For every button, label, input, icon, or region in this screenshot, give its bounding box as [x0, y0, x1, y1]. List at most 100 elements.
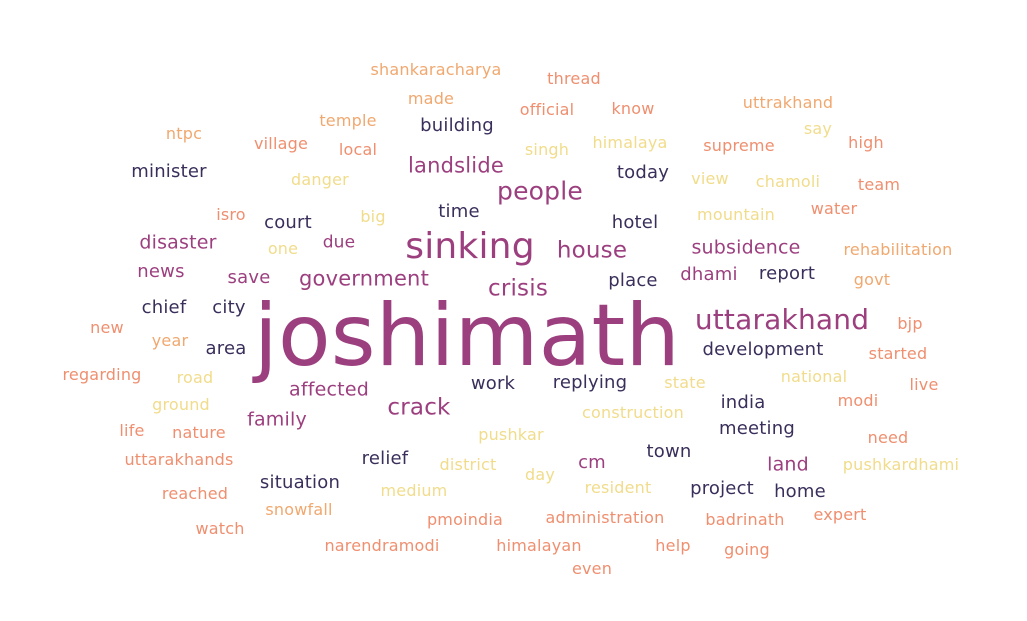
word: ground — [152, 395, 210, 414]
word: building — [420, 115, 494, 136]
word: temple — [319, 111, 377, 130]
word: sinking — [405, 226, 535, 267]
word: life — [119, 421, 145, 440]
word: snowfall — [265, 500, 333, 519]
word: land — [767, 453, 809, 476]
word: started — [868, 344, 928, 363]
word: report — [758, 263, 816, 284]
word: government — [298, 266, 430, 291]
word: subsidence — [691, 236, 801, 259]
word: pushkar — [478, 425, 544, 444]
word: thread — [547, 69, 601, 88]
word: day — [524, 465, 556, 484]
word: ntpc — [165, 124, 203, 143]
word: regarding — [62, 365, 142, 384]
word: project — [690, 478, 754, 499]
word: disaster — [139, 231, 217, 254]
word: save — [227, 267, 271, 288]
word: going — [724, 540, 770, 559]
word: due — [322, 232, 356, 253]
word: district — [439, 455, 497, 474]
word: village — [253, 134, 309, 153]
word: resident — [584, 478, 652, 497]
word: himalayan — [496, 536, 582, 555]
word: family — [247, 408, 307, 431]
word: reached — [161, 484, 229, 503]
word: national — [780, 367, 848, 386]
word: area — [205, 338, 247, 359]
word: hotel — [611, 212, 659, 233]
word: high — [848, 133, 884, 152]
word: chamoli — [755, 172, 821, 191]
word: narendramodi — [324, 536, 440, 555]
word: supreme — [703, 136, 775, 155]
word: nature — [172, 423, 226, 442]
word: place — [608, 270, 658, 291]
word: road — [176, 368, 214, 387]
word: relief — [361, 448, 409, 469]
word: dhami — [680, 264, 738, 285]
word: local — [338, 140, 378, 159]
word: india — [720, 392, 766, 413]
word: big — [360, 207, 386, 226]
word: help — [655, 536, 691, 555]
word: chief — [141, 297, 187, 318]
word: town — [646, 441, 692, 462]
word: uttarakhands — [124, 450, 234, 469]
word: city — [212, 297, 246, 318]
word: meeting — [719, 418, 795, 439]
word: mountain — [697, 205, 775, 224]
word: pushkardhami — [842, 455, 960, 474]
word: minister — [131, 161, 207, 182]
word: people — [497, 176, 583, 206]
word: house — [556, 237, 628, 264]
word: development — [702, 339, 824, 360]
word: uttrakhand — [742, 93, 834, 112]
word: crack — [387, 394, 451, 421]
word: singh — [524, 140, 570, 159]
word: rehabilitation — [843, 240, 953, 259]
word: year — [151, 331, 189, 350]
word: live — [909, 375, 939, 394]
word: danger — [291, 170, 349, 189]
word: today — [616, 162, 670, 183]
word: govt — [853, 270, 891, 289]
word: made — [407, 89, 455, 108]
word: situation — [259, 472, 341, 493]
word: know — [611, 99, 655, 118]
word: official — [519, 100, 575, 119]
word: watch — [195, 519, 245, 538]
word: state — [664, 373, 706, 392]
word: administration — [545, 508, 665, 527]
word: water — [810, 199, 858, 218]
word: need — [867, 428, 909, 447]
word: one — [267, 239, 299, 258]
word: view — [691, 169, 729, 188]
word: say — [803, 119, 833, 138]
word: team — [857, 175, 901, 194]
word: affected — [289, 378, 369, 401]
word: bjp — [897, 314, 923, 333]
word: modi — [837, 391, 879, 410]
word: landslide — [407, 153, 505, 178]
word: court — [264, 212, 312, 233]
word: pmoindia — [426, 510, 504, 529]
word: expert — [813, 505, 867, 524]
word: news — [137, 261, 185, 282]
word: replying — [552, 372, 628, 393]
word: even — [571, 559, 613, 578]
word: badrinath — [705, 510, 785, 529]
word: isro — [216, 205, 246, 224]
word: construction — [582, 403, 684, 422]
word: cm — [578, 452, 606, 473]
word: new — [90, 318, 124, 337]
word: medium — [380, 481, 448, 500]
word: home — [774, 481, 826, 502]
word: joshimath — [253, 286, 681, 386]
word: shankaracharya — [370, 60, 502, 79]
word: time — [438, 201, 480, 222]
word: uttarakhand — [694, 303, 870, 336]
word: himalaya — [592, 133, 668, 152]
word: work — [470, 373, 516, 394]
